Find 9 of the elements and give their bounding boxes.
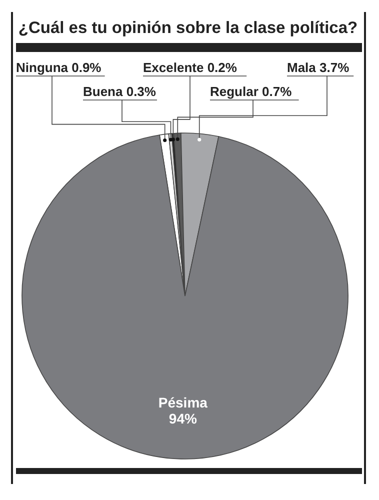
slice-label: Regular 0.7%	[210, 84, 292, 99]
slice-label: Buena 0.3%	[83, 84, 156, 99]
data-label: 94%	[168, 410, 198, 426]
slice-label: Excelente 0.2%	[143, 60, 238, 75]
pie-slice	[22, 134, 348, 460]
slice-label: Ninguna 0.9%	[16, 60, 102, 75]
chart-title: ¿Cuál es tu opinión sobre la clase política?	[18, 19, 358, 37]
slice-label: Mala 3.7%	[287, 60, 350, 75]
slice-label: Pésima	[158, 394, 208, 410]
